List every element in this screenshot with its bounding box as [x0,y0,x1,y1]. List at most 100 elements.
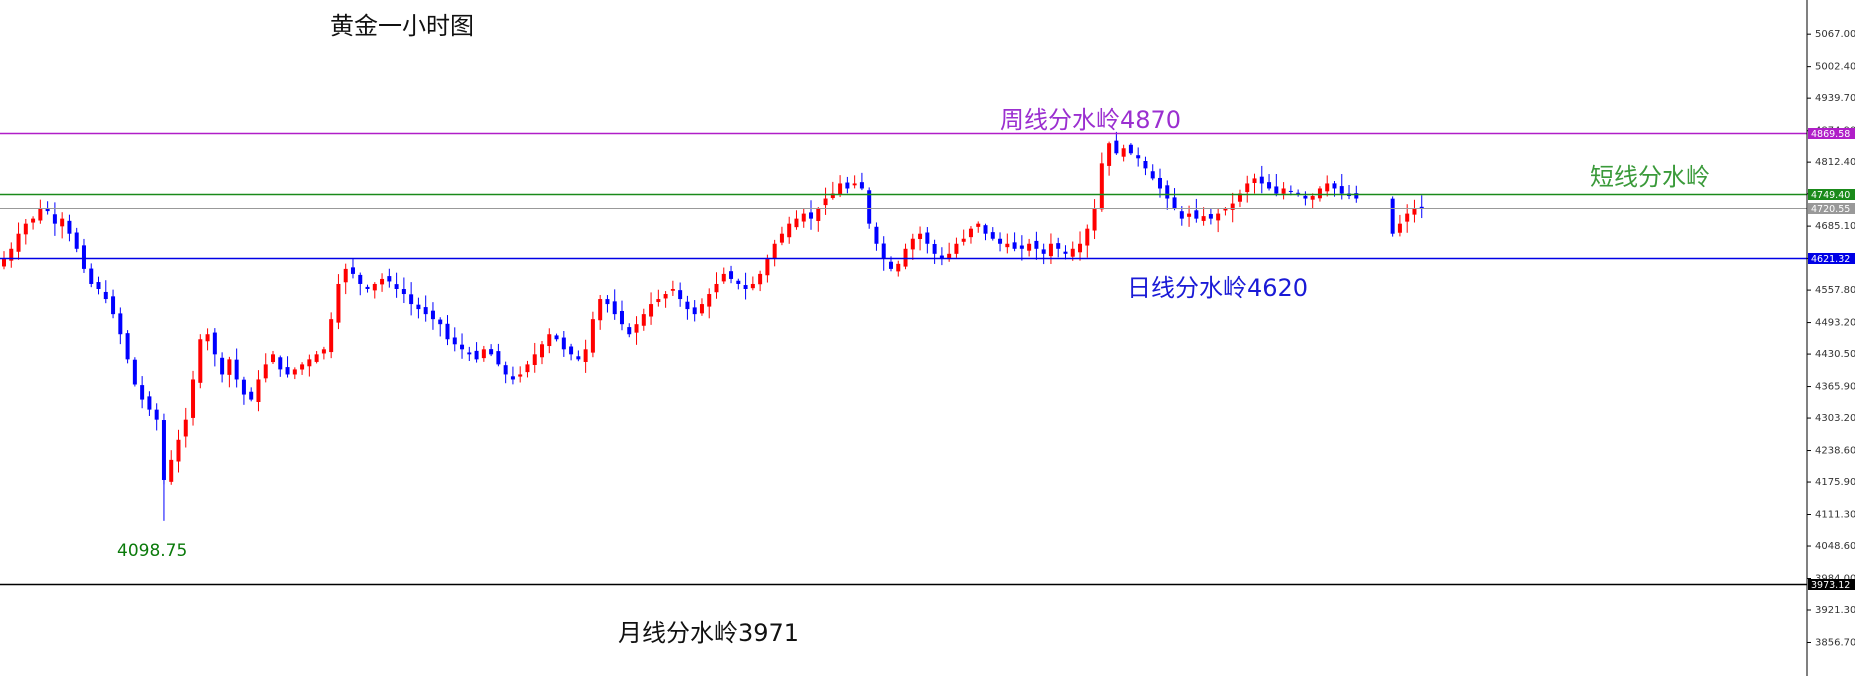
candle-body [2,258,6,267]
candle-body [1419,206,1424,209]
candle-body [532,354,537,365]
level-price-label: 3973.12 [1811,580,1850,591]
candle-body [1332,183,1337,189]
candle-body [939,255,944,259]
level-lines-group [0,132,1807,586]
candle-body [968,228,973,238]
y-tick-label: 4238.60 [1815,446,1855,457]
y-tick-label: 3856.70 [1815,637,1855,648]
y-tick-label: 4430.50 [1815,349,1855,360]
candle-body [205,334,210,342]
candle-body [670,288,675,291]
candle-body [45,208,50,212]
candle-body [1005,243,1010,248]
candle-body [918,233,923,240]
candle-body [714,283,719,293]
candle-body [881,243,886,259]
candle-body [1121,148,1126,157]
candle-body [23,223,28,235]
candle-body [336,283,341,323]
candle-body [1405,213,1410,222]
candle-body [961,238,966,242]
candle-body [445,323,450,340]
candle-body [1179,211,1184,219]
candle-body [1136,155,1141,159]
candle-body [845,182,850,189]
candle-body [387,276,392,282]
candle-body [81,245,86,269]
candle-body [1288,190,1293,192]
candle-body [227,359,232,375]
level-price-tag [1808,253,1855,264]
candle-body [67,220,72,234]
candle-body [830,193,835,199]
candle-body [147,396,152,410]
chart-title: 黄金一小时图 [330,12,474,40]
candle-body [867,190,872,224]
candle-body [409,294,414,305]
candle-body [321,349,326,354]
candle-body [430,310,435,320]
candle-body [932,244,937,254]
candle-body [888,261,893,269]
candle-body [154,409,159,420]
y-tick-label: 4175.90 [1815,477,1855,488]
candle-body [1019,245,1024,249]
candle-body [554,335,559,340]
candle-body [1063,251,1068,254]
y-tick-label: 3984.00 [1815,573,1855,584]
candle-body [1252,178,1257,184]
candle-body [1048,243,1053,257]
candle-body [169,459,174,482]
candle-body [561,337,566,350]
candle-body [1397,223,1402,233]
candle-body [816,208,821,221]
candle-body [60,218,65,227]
candle-body [1150,171,1155,179]
candle-body [598,299,603,321]
candle-body [438,319,443,325]
candle-body [859,182,864,189]
candle-body [1165,185,1170,199]
candle-body [678,290,683,300]
candle-body [1041,249,1046,254]
candle-body [1325,183,1330,192]
candle-body [1296,192,1301,194]
candle-body [692,307,697,315]
candle-body [1390,198,1395,234]
candle-body [663,294,668,299]
y-tick-label: 4048.60 [1815,541,1855,552]
candle-body [1274,186,1279,194]
candle-body [540,344,545,358]
level-price-tag [1808,579,1855,590]
level-price-label: 4869.58 [1811,129,1850,140]
level-price-label: 4749.40 [1811,190,1850,201]
candle-body [1237,193,1242,202]
candle-body [649,304,654,317]
candle-body [285,367,290,375]
candle-body [125,333,130,360]
candle-body [823,198,828,206]
candle-body [241,379,246,395]
candle-body [569,346,574,355]
y-axis: 5067.005002.404939.704874.904812.404749.… [1807,29,1855,648]
candle-body [809,212,814,219]
level-price-tag [1808,189,1855,200]
candle-body [372,283,377,291]
y-tick-label: 4303.20 [1815,413,1855,424]
candle-body [220,357,225,375]
candle-body [249,391,254,400]
candle-body [947,253,952,260]
candle-body [343,268,348,283]
level-price-tag [1808,203,1855,214]
candle-body [191,379,196,418]
candle-body [1223,208,1228,211]
candle-body [1078,243,1083,253]
candle-body [612,301,617,315]
candle-body [1092,208,1097,231]
candle-body [31,218,36,223]
candle-body [518,374,523,377]
